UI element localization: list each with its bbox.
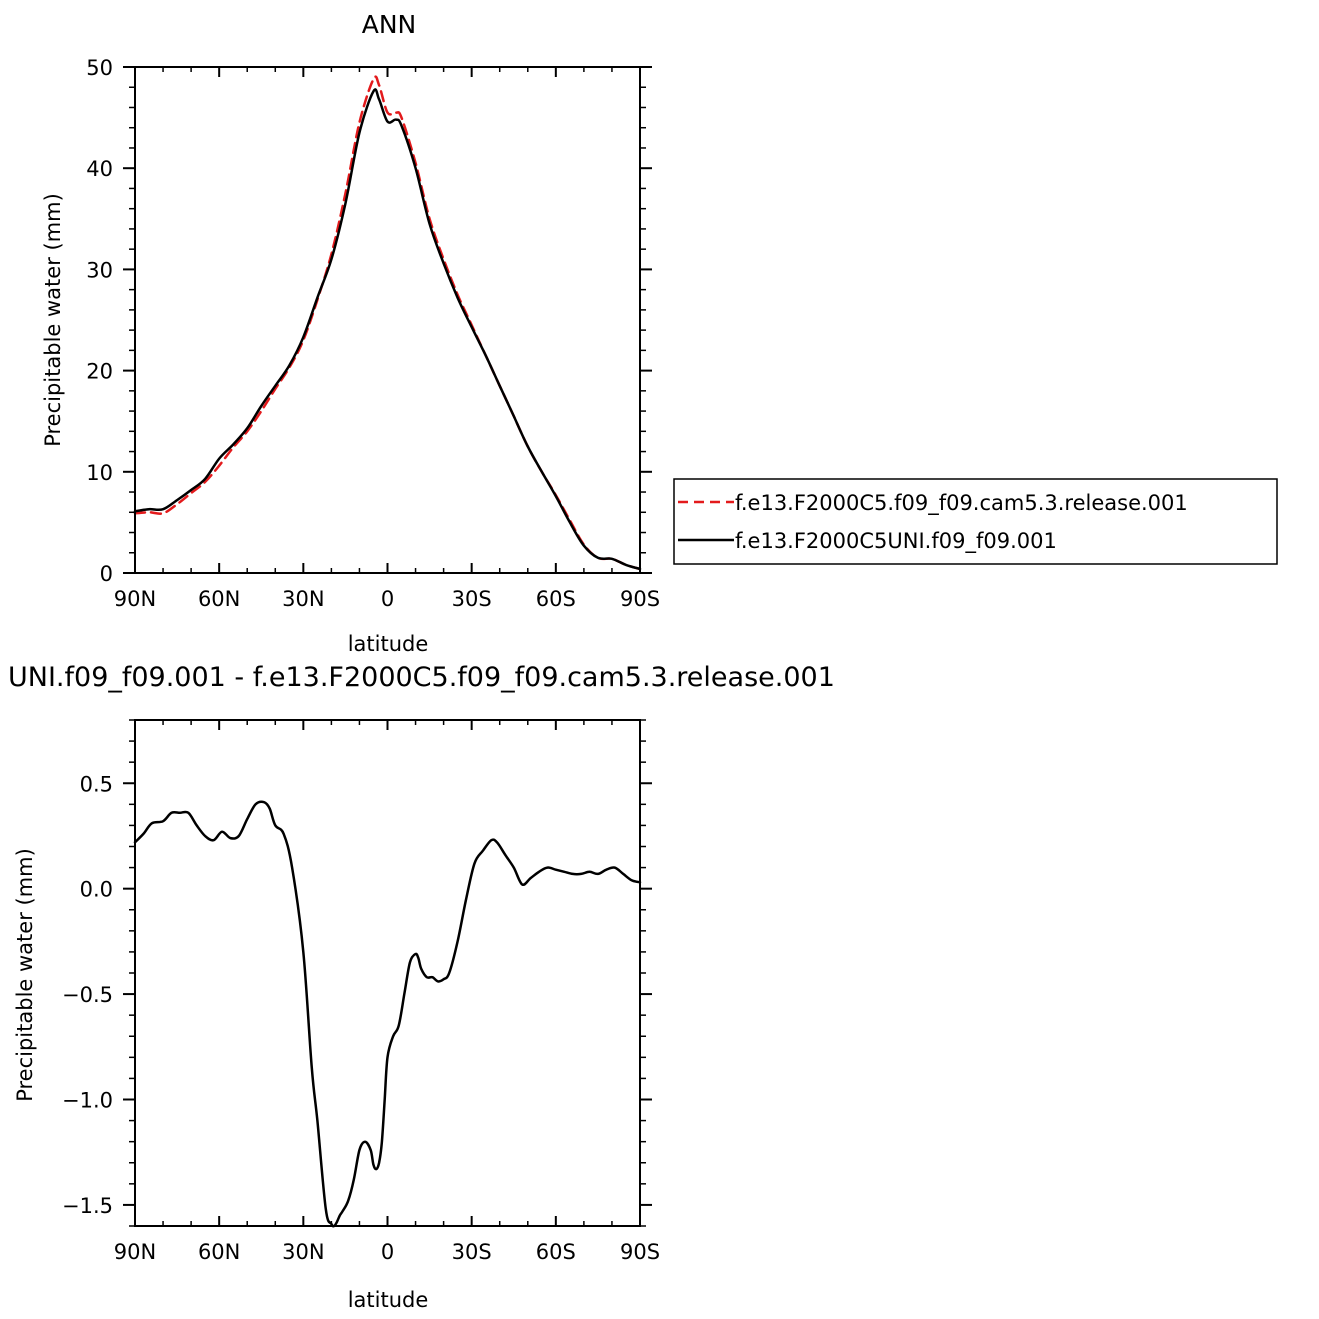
y-tick-label: −0.5 (62, 983, 113, 1007)
legend-box (673, 478, 1278, 565)
top-chart-data-layer (133, 75, 642, 571)
x-tick-label: 90N (114, 1240, 156, 1264)
top-chart-legend: f.e13.F2000C5.f09_f09.cam5.3.release.001… (673, 478, 1278, 565)
x-tick-label: 60N (198, 587, 240, 611)
x-tick-label: 30N (282, 1240, 324, 1264)
top-chart-ticks: 90N 60N 30N 0 30S 60S 90S 0 10 20 30 40 50 (86, 56, 660, 611)
bottom-x-axis-label: latitude (348, 1288, 429, 1312)
bottom-chart-data-layer (133, 800, 642, 1228)
series-line-1 (133, 88, 642, 571)
legend-label-control: f.e13.F2000C5.f09_f09.cam5.3.release.001 (735, 491, 1188, 516)
x-tick-label: 0 (381, 587, 394, 611)
x-tick-label: 30S (452, 587, 492, 611)
top-x-axis-label: latitude (348, 632, 429, 656)
x-tick-label: 90S (620, 1240, 660, 1264)
y-tick-label: 0.0 (80, 878, 113, 902)
x-tick-label: 90S (620, 587, 660, 611)
y-tick-label: −1.5 (62, 1194, 113, 1218)
y-tick-label: 40 (86, 157, 113, 181)
x-tick-label: 60S (536, 1240, 576, 1264)
bottom-chart-title: UNI.f09_f09.001 - f.e13.F2000C5.f09_f09.… (8, 662, 835, 693)
top-chart-title: ANN (362, 10, 417, 39)
y-tick-label: 0 (100, 562, 113, 586)
y-tick-label: 50 (86, 56, 113, 80)
top-chart-panel: ANN 90N 60N 30N 0 30S 60S 90S 0 10 20 30 40 50 Preci… (41, 10, 1278, 656)
top-plot-frame (134, 66, 641, 574)
y-tick-label: 0.5 (80, 772, 113, 796)
bottom-chart-ticks: 90N 60N 30N 0 30S 60S 90S 0.5 0.0 −0.5 −1.0 −1.5 (62, 719, 660, 1264)
x-tick-label: 60S (536, 587, 576, 611)
y-tick-label: −1.0 (62, 1089, 113, 1113)
top-y-axis-label: Precipitable water (mm) (41, 193, 65, 447)
series-line-0 (133, 800, 642, 1228)
bottom-plot-frame (134, 719, 641, 1227)
x-tick-label: 90N (114, 587, 156, 611)
x-tick-label: 30S (452, 1240, 492, 1264)
bottom-y-axis-label: Precipitable water (mm) (13, 848, 37, 1102)
y-tick-label: 10 (86, 461, 113, 485)
series-line-0 (133, 75, 642, 571)
y-tick-label: 20 (86, 360, 113, 384)
legend-label-test: f.e13.F2000C5UNI.f09_f09.001 (735, 529, 1057, 554)
bottom-chart-panel: UNI.f09_f09.001 - f.e13.F2000C5.f09_f09.… (8, 662, 835, 1312)
x-tick-label: 0 (381, 1240, 394, 1264)
y-tick-label: 30 (86, 258, 113, 282)
x-tick-label: 60N (198, 1240, 240, 1264)
x-tick-label: 30N (282, 587, 324, 611)
